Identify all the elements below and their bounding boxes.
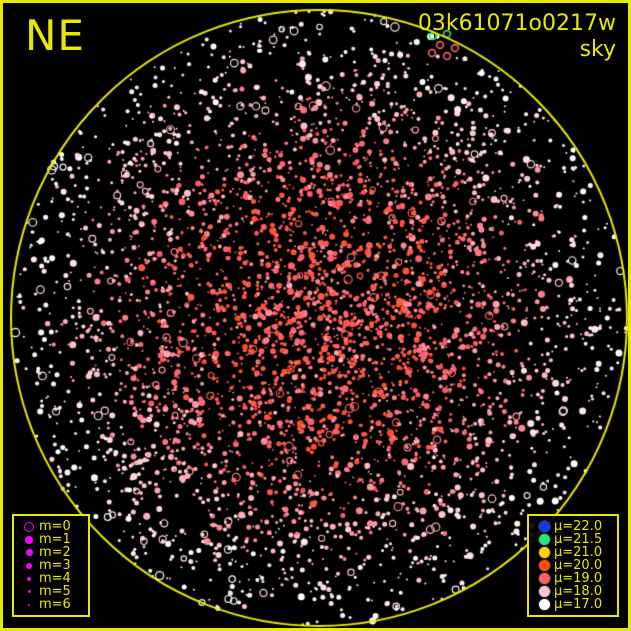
surface-brightness-legend-label: μ=19.0 — [554, 571, 603, 586]
surface-brightness-marker-icon — [537, 559, 551, 572]
magnitude-swatch-cell — [19, 562, 39, 569]
surface-brightness-marker-icon — [537, 572, 551, 585]
magnitude-swatch-cell — [19, 535, 39, 544]
magnitude-legend-row: m=0 — [19, 520, 83, 533]
magnitude-legend-row: m=1 — [19, 533, 83, 546]
surface-brightness-legend-row: μ=21.0 — [534, 546, 612, 559]
surface-brightness-legend-rows: μ=22.0 μ=21.5 μ=21.0 μ=20.0 μ=19.0 μ=18.0 μ=17… — [534, 520, 612, 611]
magnitude-swatch-cell — [19, 521, 39, 532]
surface-brightness-legend-label: μ=20.0 — [554, 558, 603, 573]
surface-brightness-swatch-cell — [534, 546, 554, 559]
magnitude-legend-label: m=1 — [39, 532, 71, 547]
magnitude-marker-icon — [25, 549, 33, 556]
sky-scatter-canvas — [3, 3, 628, 628]
magnitude-legend-row: m=2 — [19, 546, 83, 559]
surface-brightness-marker-icon — [537, 598, 551, 611]
magnitude-swatch-cell — [19, 603, 39, 606]
surface-brightness-swatch-cell — [534, 585, 554, 598]
magnitude-legend-label: m=2 — [39, 545, 71, 560]
surface-brightness-marker-icon — [537, 546, 551, 559]
surface-brightness-swatch-cell — [534, 559, 554, 572]
surface-brightness-legend-row: μ=21.5 — [534, 533, 612, 546]
frame-type-label: sky — [579, 37, 616, 62]
surface-brightness-swatch-cell — [534, 598, 554, 611]
magnitude-legend: m=0 m=1 m=2 m=3 m=4 m=5 m=6 — [12, 514, 90, 617]
magnitude-legend-row: m=4 — [19, 572, 83, 585]
surface-brightness-legend-label: μ=18.0 — [554, 584, 603, 599]
magnitude-marker-icon — [27, 576, 31, 581]
magnitude-swatch-cell — [19, 549, 39, 556]
surface-brightness-swatch-cell — [534, 572, 554, 585]
magnitude-legend-row: m=6 — [19, 598, 83, 611]
surface-brightness-legend-label: μ=21.0 — [554, 545, 603, 560]
surface-brightness-legend-row: μ=17.0 — [534, 598, 612, 611]
surface-brightness-swatch-cell — [534, 533, 554, 546]
surface-brightness-legend: μ=22.0 μ=21.5 μ=21.0 μ=20.0 μ=19.0 μ=18.0 μ=17… — [527, 514, 619, 617]
magnitude-marker-icon — [25, 535, 33, 544]
magnitude-marker-icon — [27, 590, 31, 593]
magnitude-legend-label: m=0 — [39, 519, 71, 534]
surface-brightness-legend-row: μ=19.0 — [534, 572, 612, 585]
surface-brightness-legend-row: μ=18.0 — [534, 585, 612, 598]
surface-brightness-legend-label: μ=21.5 — [554, 532, 603, 547]
surface-brightness-legend-row: μ=20.0 — [534, 559, 612, 572]
orientation-label: NE — [25, 11, 85, 60]
surface-brightness-legend-row: μ=22.0 — [534, 520, 612, 533]
magnitude-legend-label: m=5 — [39, 584, 71, 599]
magnitude-marker-icon — [26, 562, 32, 569]
magnitude-legend-row: m=5 — [19, 585, 83, 598]
magnitude-swatch-cell — [19, 576, 39, 581]
surface-brightness-marker-icon — [537, 533, 551, 546]
surface-brightness-legend-label: μ=22.0 — [554, 519, 603, 534]
magnitude-legend-label: m=4 — [39, 571, 71, 586]
surface-brightness-legend-label: μ=17.0 — [554, 597, 603, 612]
magnitude-swatch-cell — [19, 590, 39, 593]
magnitude-marker-icon — [28, 603, 30, 606]
magnitude-marker-icon — [24, 521, 34, 532]
surface-brightness-marker-icon — [537, 520, 551, 533]
frame-id-label: 03k61071o0217w — [417, 11, 616, 36]
magnitude-legend-rows: m=0 m=1 m=2 m=3 m=4 m=5 m=6 — [19, 520, 83, 611]
surface-brightness-marker-icon — [537, 585, 551, 598]
magnitude-legend-label: m=6 — [39, 597, 71, 612]
magnitude-legend-label: m=3 — [39, 558, 71, 573]
surface-brightness-swatch-cell — [534, 520, 554, 533]
magnitude-legend-row: m=3 — [19, 559, 83, 572]
